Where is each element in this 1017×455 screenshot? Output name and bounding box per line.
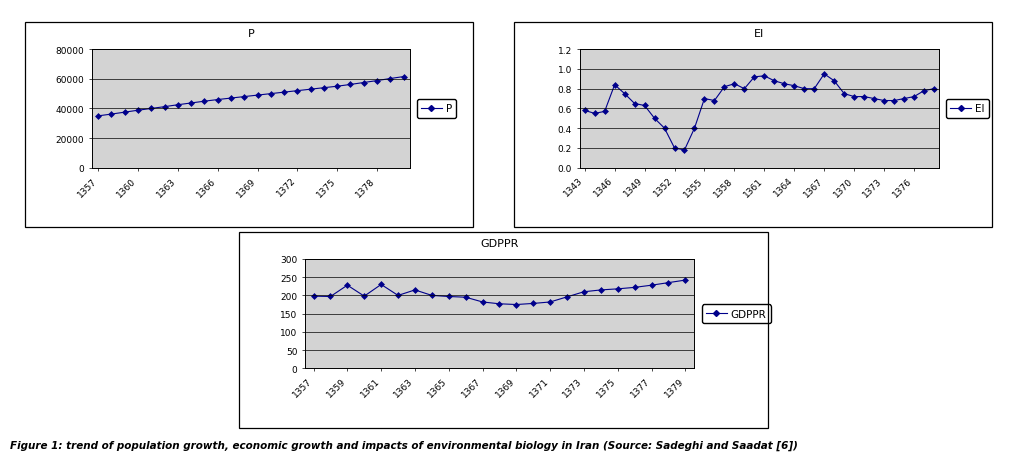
Text: P: P	[247, 29, 254, 39]
Legend: GDPPR: GDPPR	[702, 305, 771, 323]
Legend: P: P	[417, 100, 457, 118]
Legend: EI: EI	[946, 100, 989, 118]
Text: Figure 1: trend of population growth, economic growth and impacts of environment: Figure 1: trend of population growth, ec…	[10, 440, 798, 450]
Text: EI: EI	[755, 29, 765, 39]
Text: GDPPR: GDPPR	[480, 238, 519, 248]
